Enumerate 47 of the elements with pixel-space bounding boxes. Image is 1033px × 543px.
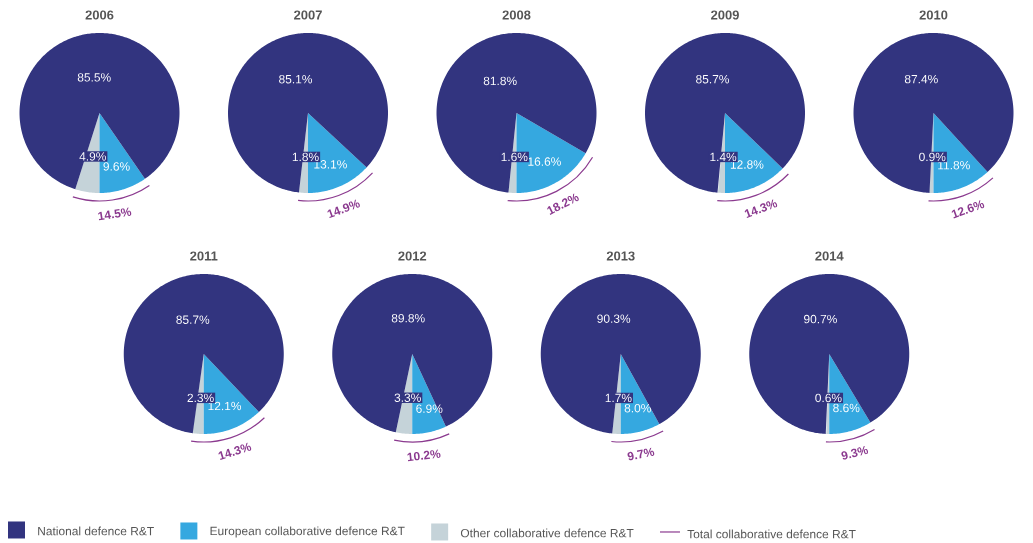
- data-label: 85.1%: [279, 75, 313, 84]
- chart-title: 2008: [502, 10, 531, 20]
- text: 14.3%: [218, 442, 252, 460]
- data-label: 13.1%: [314, 160, 347, 169]
- legend-label: European collaborative defence R&T: [210, 526, 405, 538]
- data-label: 89.8%: [391, 313, 425, 323]
- data-label: 1.7%: [605, 393, 632, 403]
- data-label: 90.7%: [804, 314, 837, 324]
- text: 12.6%: [951, 200, 985, 219]
- text: 14.5%: [98, 207, 132, 221]
- data-label: 1.8%: [292, 152, 319, 162]
- data-label: 90.3%: [597, 314, 631, 323]
- data-label: 8.6%: [833, 403, 860, 413]
- data-label: 8.0%: [624, 404, 651, 413]
- data-label: 3.3%: [394, 393, 421, 402]
- chart-title: 2009: [711, 10, 739, 20]
- chart-title: 2007: [294, 10, 322, 20]
- chart-title: 2006: [85, 10, 114, 20]
- chart-title: 2014: [815, 251, 844, 261]
- text: 14.9%: [327, 199, 360, 219]
- data-label: 1.4%: [710, 152, 737, 162]
- data-label: 81.8%: [483, 76, 517, 86]
- legend-label: Other collaborative defence R&T: [460, 528, 634, 538]
- data-label: 85.7%: [176, 315, 210, 324]
- text: 14.3%: [744, 199, 778, 219]
- text: 9.7%: [627, 447, 655, 461]
- data-label: 1.6%: [501, 152, 528, 162]
- data-label: 85.7%: [696, 75, 730, 84]
- data-label: 12.8%: [730, 160, 764, 169]
- data-label: 0.9%: [919, 152, 946, 162]
- chart-title: 2011: [190, 251, 218, 261]
- data-label: 11.8%: [938, 160, 970, 170]
- data-label: 87.4%: [904, 74, 938, 84]
- text: Total collaborative defence R&T: [687, 529, 856, 539]
- data-label: 4.9%: [79, 152, 106, 161]
- data-label: 12.1%: [208, 401, 242, 411]
- text: 10.2%: [407, 449, 441, 462]
- legend-label: National defence R&T: [38, 526, 154, 536]
- text: 9.3%: [841, 445, 869, 460]
- data-label: 16.6%: [528, 157, 561, 166]
- data-label: 0.6%: [815, 393, 842, 403]
- chart-title: 2012: [398, 251, 427, 261]
- data-label: 2.3%: [187, 393, 214, 403]
- data-label: 85.5%: [77, 73, 111, 82]
- chart-title: 2010: [919, 10, 948, 20]
- chart-title: 2013: [606, 251, 635, 261]
- data-label: 9.6%: [103, 162, 130, 171]
